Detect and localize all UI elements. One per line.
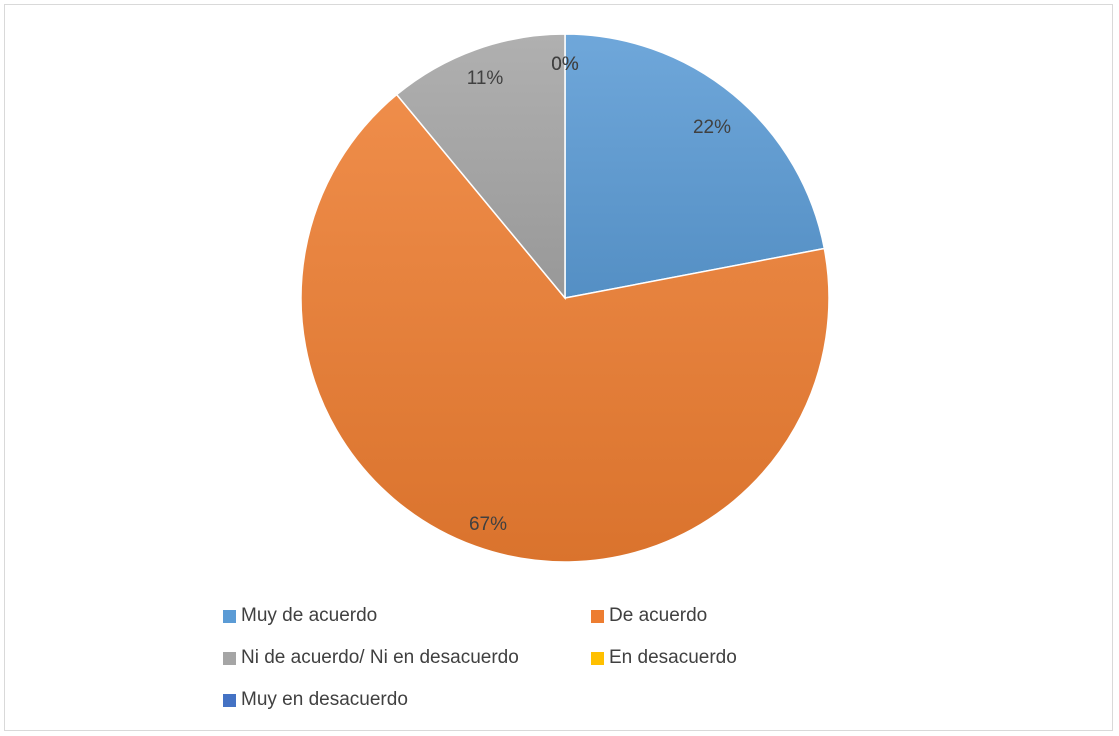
pie-slice-muy-de-acuerdo [564,33,826,299]
data-label-de-acuerdo: 67% [469,514,507,535]
legend-swatch [591,651,604,665]
legend-item-ni-de-acuerdo-ni-en-desacuerdo: Ni de acuerdo/ Ni en desacuerdo [223,645,591,671]
legend-swatch [591,609,604,623]
legend-swatch [223,651,236,665]
legend-label: Muy de acuerdo [241,605,378,626]
data-label-en-desacuerdo: 0% [551,54,579,75]
legend-label: De acuerdo [609,605,708,626]
chart-area: 22% 67% 11% 0% 0% Muy de acuerdo De acuerdo … [4,4,1113,731]
legend-swatch [223,693,236,707]
data-label-ni-de-acuerdo-ni-en-desacuerdo: 11% [467,68,504,89]
data-label-muy-de-acuerdo: 22% [693,117,731,138]
legend: Muy de acuerdo De acuerdo Ni de acuerdo/… [223,603,783,713]
legend-label: Muy en desacuerdo [241,689,408,710]
legend-item-en-desacuerdo: En desacuerdo [591,645,783,671]
legend-item-de-acuerdo: De acuerdo [591,603,783,629]
legend-label: En desacuerdo [609,647,737,668]
legend-item-muy-de-acuerdo: Muy de acuerdo [223,603,591,629]
pie-chart: 22%67%11%0%0% [300,33,830,563]
legend-swatch [223,609,236,623]
legend-item-muy-en-desacuerdo: Muy en desacuerdo [223,687,591,713]
pie-slice-ni-de-acuerdo-ni-en-desacuerdo [395,33,566,301]
data-label-muy-en-desacuerdo: 0% [551,54,579,75]
pie-slice-de-acuerdo [300,93,830,563]
legend-label: Ni de acuerdo/ Ni en desacuerdo [241,647,519,668]
